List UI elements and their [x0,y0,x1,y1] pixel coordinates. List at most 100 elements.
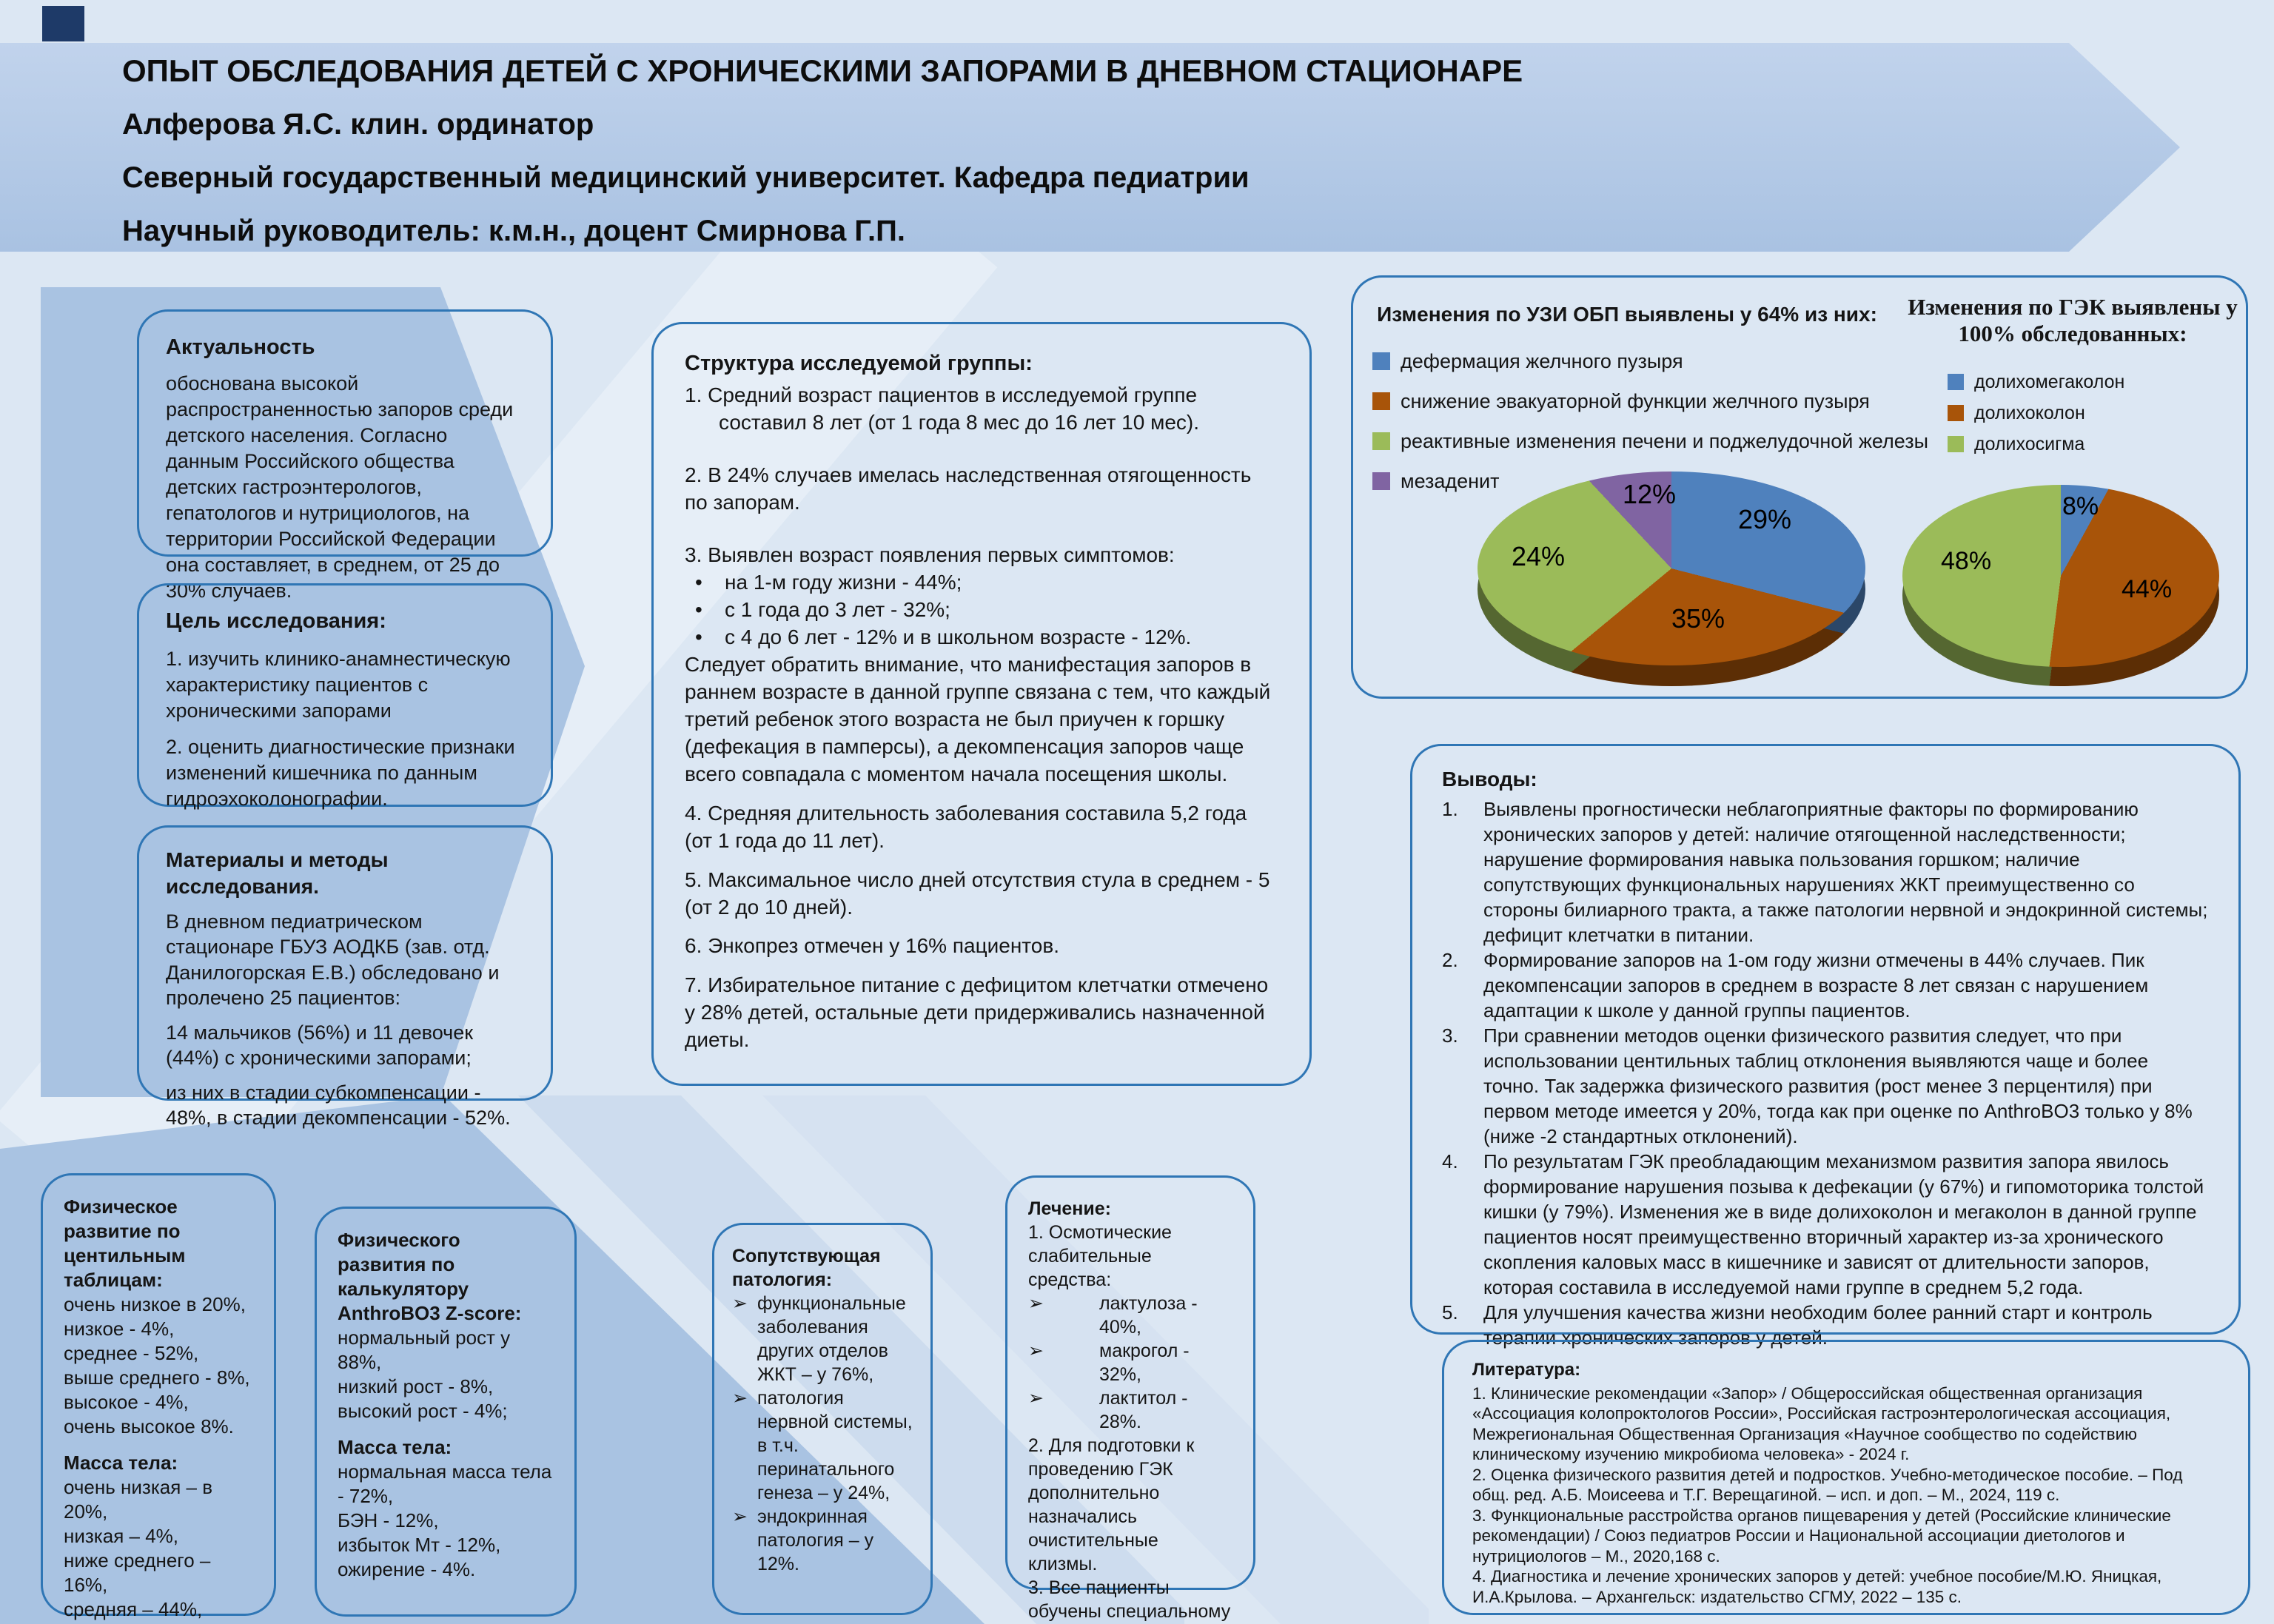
conclusion-number: 1. [1442,798,1458,820]
conclusion-number: 2. [1442,949,1458,971]
pie-value-label: 29% [1738,504,1792,534]
poster-title: ОПЫТ ОБСЛЕДОВАНИЯ ДЕТЕЙ С ХРОНИЧЕСКИМИ З… [122,53,1523,88]
header-banner-arrow [0,43,2180,252]
comorbidity-title: Сопутствующая патология: [732,1246,881,1290]
pie-value-label: 24% [1512,541,1566,571]
legend-label: реактивные изменения печени и поджелудоч… [1401,429,1929,452]
conclusion-text: По результатам ГЭК преобладающим механиз… [1483,1150,2204,1298]
gek-chart-title: Изменения по ГЭК выявлены у 100% обследо… [1908,294,2238,346]
literature-ref: 1. Клинические рекомендации «Запор» / Об… [1472,1383,2171,1464]
goal-item: 2. оценить диагностические признаки изме… [166,735,515,811]
conclusions-box: Выводы: 1. Выявлены прогностически неблаг… [1410,744,2241,1349]
comorbidity-bullet: ➢ патология нервной системы, в т.ч. перин… [732,1388,913,1503]
pie-surface [1902,485,2219,667]
treatment-bullet: ➢ макрогол - 32%, [1028,1341,1190,1385]
uzi-chart-title: Изменения по УЗИ ОБП выявлены у 64% из н… [1377,303,1877,326]
structure-item: 2. В 24% случаев имелась наследственная … [685,463,1252,514]
centile-line: очень высокое 8%. [64,1415,234,1437]
centile-title: Физическое развитие по центильным таблиц… [64,1195,186,1291]
conclusion-item: 2. Формирование запоров на 1-ом году жизн… [1442,947,2209,1023]
conclusion-number: 4. [1442,1150,1458,1172]
centile-line: выше среднего - 8%, [64,1366,250,1389]
literature-box: Литература: 1. Клинические рекомендации … [1442,1340,2250,1615]
bullet-icon: • [695,625,702,648]
legend-swatch [1372,432,1390,450]
legend-swatch [1948,436,1964,452]
relevance-box: Актуальность обоснована высокой распрост… [137,309,553,602]
legend-label: дефермация желчного пузыря [1401,349,1683,372]
methods-paragraph: В дневном педиатрическом стационаре ГБУЗ… [166,910,500,1010]
zscore-line: нормальный рост у 88%, [338,1326,511,1373]
goal-box: Цель исследования: 1. изучить клинико-ан… [137,583,553,810]
zscore-box: Физического развития по калькулятору Ant… [315,1207,577,1617]
conclusion-text: Для улучшения качества жизни необходим б… [1483,1301,2153,1349]
conclusion-item: 5. Для улучшения качества жизни необходим… [1442,1300,2209,1350]
bullet-icon: • [695,571,702,594]
methods-title: Материалы и методы исследования. [166,848,389,898]
legend-label: снижение эвакуаторной функции желчного п… [1401,389,1870,412]
structure-note: Следует обратить внимание, что манифеста… [685,652,1271,785]
centile-line: низкое - 4%, [64,1318,175,1340]
treatment-title: Лечение: [1028,1198,1111,1219]
uzi-pie-chart: 29% 35% 24% 12% [1478,472,1865,686]
conclusion-item: 3. При сравнении методов оценки физическо… [1442,1023,2209,1149]
legend-swatch [1372,352,1390,370]
zscore-line: избыток Мт - 12%, [338,1534,501,1556]
legend-label: долихомегаколон [1974,371,2125,392]
bullet-icon: • [695,597,702,621]
pie-value-label: 8% [2062,492,2099,520]
centile-line: ниже среднего – 16%, [64,1549,211,1596]
legend-label: долихосигма [1974,433,2085,454]
gek-chart-legend: долихомегаколон долихоколон долихосигма [1948,366,2124,460]
legend-swatch [1372,392,1390,410]
structure-item: 6. Энкопрез отмечен у 16% пациентов. [685,934,1060,958]
structure-bullet: с 4 до 6 лет - 12% и в школьном возрасте… [725,625,1192,648]
structure-item: 5. Максимальное число дней отсутствия ст… [685,868,1270,919]
literature-ref: 2. Оценка физического развития детей и п… [1472,1465,2183,1505]
zscore-line: высокий рост - 4%; [338,1400,508,1422]
corner-accent-square [42,6,84,41]
arrow-bullet-icon: ➢ [732,1293,748,1314]
study-structure-box: Структура исследуемой группы: 1. Средний… [651,322,1312,1086]
legend-label: мезаденит [1401,469,1500,492]
arrow-bullet-icon: ➢ [732,1506,748,1527]
conclusion-item: 4. По результатам ГЭК преобладающим механ… [1442,1149,2209,1300]
centile-box: Физическое развитие по центильным таблиц… [41,1173,276,1624]
treatment-box: Лечение: 1. Осмотические слабительные ср… [1005,1175,1255,1622]
arrow-bullet-icon: ➢ [732,1388,748,1409]
goal-title: Цель исследования: [166,609,386,633]
pie-surface [1478,472,1865,665]
pie-value-label: 12% [1623,479,1677,509]
pie-value-label: 44% [2122,575,2173,603]
conclusion-text: Выявлены прогностически неблагоприятные … [1483,798,2208,946]
structure-item: 7. Избирательное питание с дефицитом кле… [685,973,1269,1052]
pie-value-label: 48% [1941,547,1992,575]
centile-line: среднее - 52%, [64,1342,199,1364]
conclusion-text: Формирование запоров на 1-ом году жизни … [1483,949,2149,1021]
treatment-bullet: ➢ лактитол - 28%. [1028,1388,1188,1432]
centile-line: низкая – 4%, [64,1525,178,1547]
arrow-bullet-icon: ➢ [1028,1388,1044,1409]
treatment-bullet: ➢ лактулоза - 40%, [1028,1293,1198,1338]
poster-supervisor: Научный руководитель: к.м.н., доцент Сми… [122,215,905,247]
zscore-line: низкий рост - 8%, [338,1375,494,1397]
centile-mass-title: Масса тела: [64,1452,178,1474]
legend-label: долихоколон [1974,402,2085,423]
treatment-line: 1. Осмотические слабительные средства: [1028,1222,1172,1290]
uzi-chart-legend: дефермация желчного пузыря снижение эвак… [1372,341,1928,501]
comorbidity-box: Сопутствующая патология: ➢ функциональные… [712,1223,933,1615]
legend-swatch [1948,405,1964,421]
legend-swatch [1948,374,1964,390]
arrow-bullet-icon: ➢ [1028,1341,1044,1361]
conclusion-text: При сравнении методов оценки физического… [1483,1024,2193,1147]
conclusions-title: Выводы: [1442,768,1537,791]
comorbidity-bullet: ➢ эндокринная патология – у 12%. [732,1506,874,1574]
poster-university: Северный государственный медицинский уни… [122,161,1250,194]
study-structure-title: Структура исследуемой группы: [685,352,1033,375]
structure-item: 1. Средний возраст пациентов в исследуем… [685,383,1200,434]
centile-line: очень низкая – в 20%, [64,1476,213,1523]
zscore-mass-title: Масса тела: [338,1436,452,1458]
structure-item: 3. Выявлен возраст появления первых симп… [685,543,1175,567]
methods-paragraph: из них в стадии субкомпенсации - 48%, в … [166,1081,511,1130]
gek-pie-chart: 8% 44% 48% [1902,485,2219,686]
